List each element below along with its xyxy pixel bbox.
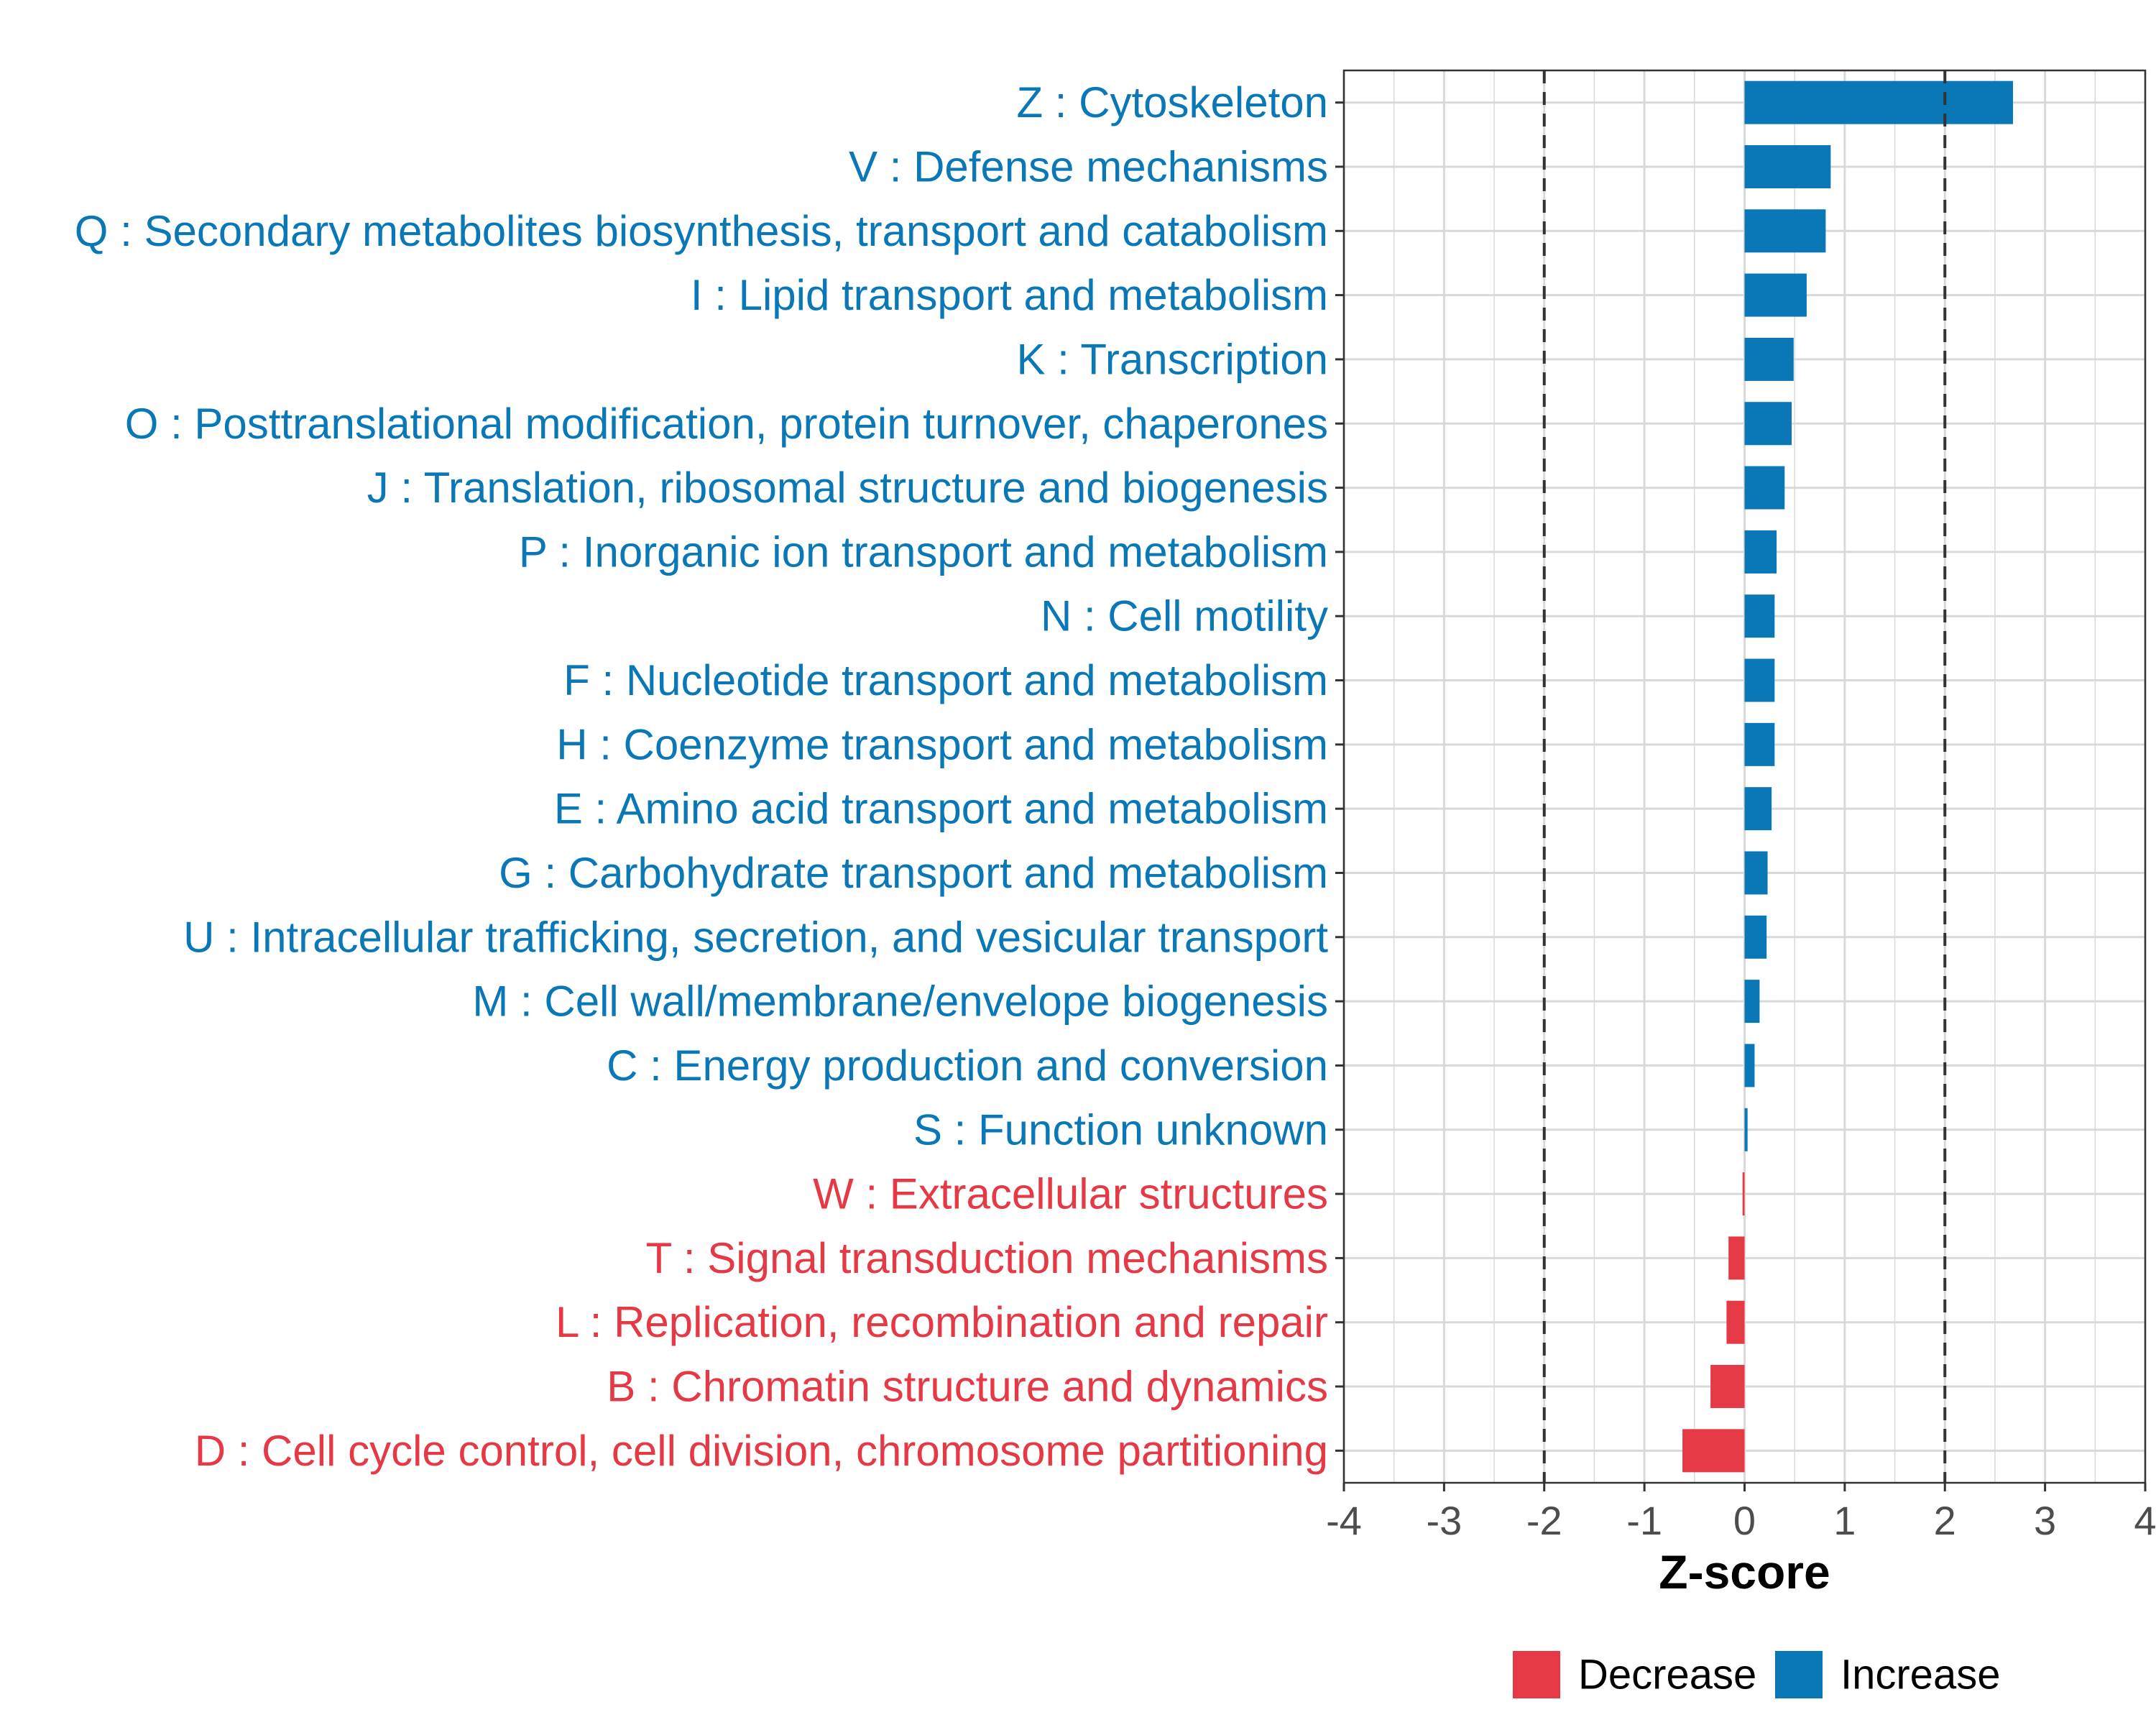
bars xyxy=(1682,80,2014,1473)
category-label: O : Posttranslational modification, prot… xyxy=(125,400,1328,448)
x-tick-label: -4 xyxy=(1326,1498,1362,1543)
x-tick-label: 1 xyxy=(1833,1498,1856,1543)
y-axis: Z : Cytoskeleton V : Defense mechanisms Q … xyxy=(75,78,1344,1475)
category-label: D : Cell cycle control, cell division, c… xyxy=(195,1427,1328,1475)
x-tick-label: 0 xyxy=(1733,1498,1756,1543)
x-axis: -4 -3 -2 -1 0 1 2 3 4 xyxy=(1326,1483,2156,1543)
bar xyxy=(1682,1429,1745,1473)
bar xyxy=(1744,787,1772,831)
bar xyxy=(1744,209,1826,253)
bar xyxy=(1744,1044,1755,1087)
category-label: K : Transcription xyxy=(1016,335,1328,383)
category-label: L : Replication, recombination and repai… xyxy=(556,1298,1328,1346)
bar xyxy=(1744,915,1767,959)
category-label: H : Coenzyme transport and metabolism xyxy=(556,720,1328,768)
category-label: C : Energy production and conversion xyxy=(607,1041,1328,1090)
bar xyxy=(1742,1172,1745,1216)
legend: Decrease Increase xyxy=(1513,1651,2000,1698)
x-tick-label: -2 xyxy=(1526,1498,1562,1543)
category-label: T : Signal transduction mechanisms xyxy=(646,1234,1328,1282)
bar xyxy=(1710,1365,1745,1409)
category-label: W : Extracellular structures xyxy=(813,1170,1328,1218)
x-tick-label: 2 xyxy=(1934,1498,1956,1543)
legend-label-increase: Increase xyxy=(1841,1652,2000,1698)
legend-swatch-increase xyxy=(1775,1651,1823,1698)
category-label: U : Intracellular trafficking, secretion… xyxy=(183,913,1328,961)
category-label: B : Chromatin structure and dynamics xyxy=(607,1363,1328,1411)
legend-label-decrease: Decrease xyxy=(1578,1652,1756,1698)
category-label: S : Function unknown xyxy=(913,1105,1328,1154)
reference-lines xyxy=(1542,70,1947,1483)
category-label: E : Amino acid transport and metabolism xyxy=(554,785,1328,833)
bar xyxy=(1744,1108,1748,1151)
bar xyxy=(1744,594,1775,638)
x-tick-label: 3 xyxy=(2034,1498,2056,1543)
bar xyxy=(1744,337,1794,381)
x-tick-label: -1 xyxy=(1626,1498,1662,1543)
legend-swatch-decrease xyxy=(1513,1651,1560,1698)
category-label: Z : Cytoskeleton xyxy=(1016,78,1328,126)
category-label: N : Cell motility xyxy=(1041,592,1328,640)
category-label: P : Inorganic ion transport and metaboli… xyxy=(519,528,1328,576)
x-axis-title: Z-score xyxy=(1659,1545,1830,1598)
category-label: F : Nucleotide transport and metabolism xyxy=(563,656,1328,704)
bar xyxy=(1744,658,1775,702)
bar xyxy=(1744,402,1792,446)
category-label: M : Cell wall/membrane/envelope biogenes… xyxy=(472,978,1328,1026)
bar xyxy=(1744,273,1807,317)
bar xyxy=(1744,80,2014,124)
bar xyxy=(1744,530,1777,574)
bar xyxy=(1744,144,1831,188)
bar xyxy=(1744,851,1768,895)
bar xyxy=(1744,466,1785,510)
bar xyxy=(1726,1300,1745,1344)
x-tick-label: -3 xyxy=(1426,1498,1462,1543)
category-label: G : Carbohydrate transport and metabolis… xyxy=(499,849,1328,897)
category-label: I : Lipid transport and metabolism xyxy=(691,271,1328,319)
category-label: Q : Secondary metabolites biosynthesis, … xyxy=(75,207,1328,255)
category-label: V : Defense mechanisms xyxy=(849,142,1328,190)
bar xyxy=(1744,722,1775,766)
category-label: J : Translation, ribosomal structure and… xyxy=(367,464,1328,512)
bar xyxy=(1728,1236,1745,1280)
bar xyxy=(1744,980,1760,1024)
x-tick-label: 4 xyxy=(2134,1498,2156,1543)
